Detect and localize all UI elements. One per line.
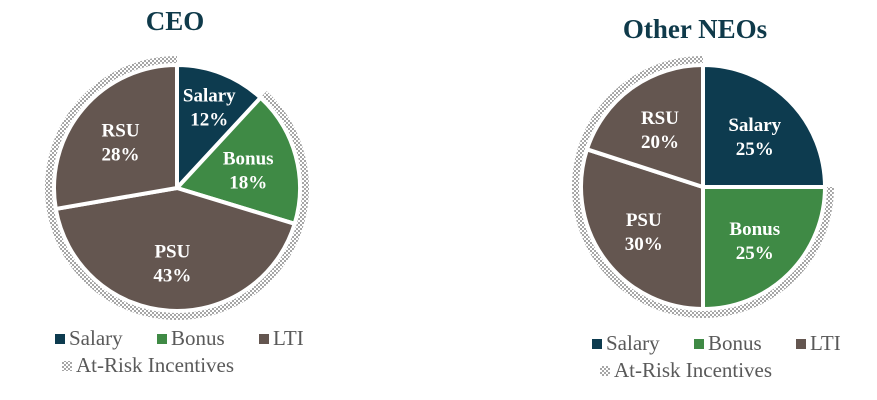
legend-item-at-risk: At-Risk Incentives [614, 358, 772, 382]
legend-swatch-at-risk [600, 366, 610, 376]
slice-value-label: 25% [736, 243, 774, 264]
slice-value-label: 30% [625, 234, 663, 255]
slice-label: Bonus [223, 149, 274, 170]
slice-value-label: 28% [102, 144, 140, 165]
legend-swatch-lti [796, 339, 806, 349]
chart-title: CEO [146, 6, 205, 36]
slice-value-label: 12% [190, 110, 228, 131]
slice-label: RSU [641, 108, 679, 129]
slice-label: Salary [183, 86, 236, 107]
slice-value-label: 20% [641, 132, 679, 153]
legend-item-lti: LTI [810, 331, 841, 355]
legend-swatch-lti [259, 334, 269, 344]
legend-swatch-bonus [157, 334, 167, 344]
legend-item-salary: Salary [69, 326, 123, 350]
slice-value-label: 25% [736, 139, 774, 160]
legend-item-bonus: Bonus [171, 326, 225, 350]
slice-label: PSU [626, 210, 662, 231]
pie-slice-rsu [584, 63, 705, 189]
slice-label: PSU [154, 242, 190, 263]
pie-chart-other-neos: Other NEOs Salary 25% Bonus 25% PSU 30% RSU 20% S… [572, 14, 841, 382]
legend-swatch-salary [592, 339, 602, 349]
legend: Salary Bonus LTI At-Risk Incentives [55, 326, 304, 377]
slice-label: Salary [728, 115, 781, 136]
pie-slice-bonus [175, 95, 302, 226]
pie-slice-salary [175, 63, 263, 190]
pie-chart-ceo: CEO Salary 12% Bonus 18% PSU 43% RSU 28% Salary Bo… [44, 6, 309, 377]
pie-slice-psu [579, 147, 705, 311]
slice-value-label: 43% [153, 266, 191, 287]
pie-slice-bonus [701, 185, 827, 311]
legend-swatch-at-risk [62, 361, 72, 371]
legend-swatch-salary [55, 334, 65, 344]
legend-item-bonus: Bonus [708, 331, 762, 355]
legend: Salary Bonus LTI At-Risk Incentives [592, 331, 841, 382]
slice-label: Bonus [729, 219, 780, 240]
slice-value-label: 18% [229, 173, 267, 194]
legend-item-salary: Salary [606, 331, 660, 355]
legend-item-at-risk: At-Risk Incentives [76, 353, 234, 377]
chart-title: Other NEOs [623, 14, 767, 44]
pie-slice-salary [701, 63, 827, 189]
pie-slice-rsu [52, 63, 179, 211]
slice-label: RSU [102, 120, 140, 141]
pie-slice-psu [53, 186, 297, 313]
legend-swatch-bonus [694, 339, 704, 349]
legend-item-lti: LTI [273, 326, 304, 350]
